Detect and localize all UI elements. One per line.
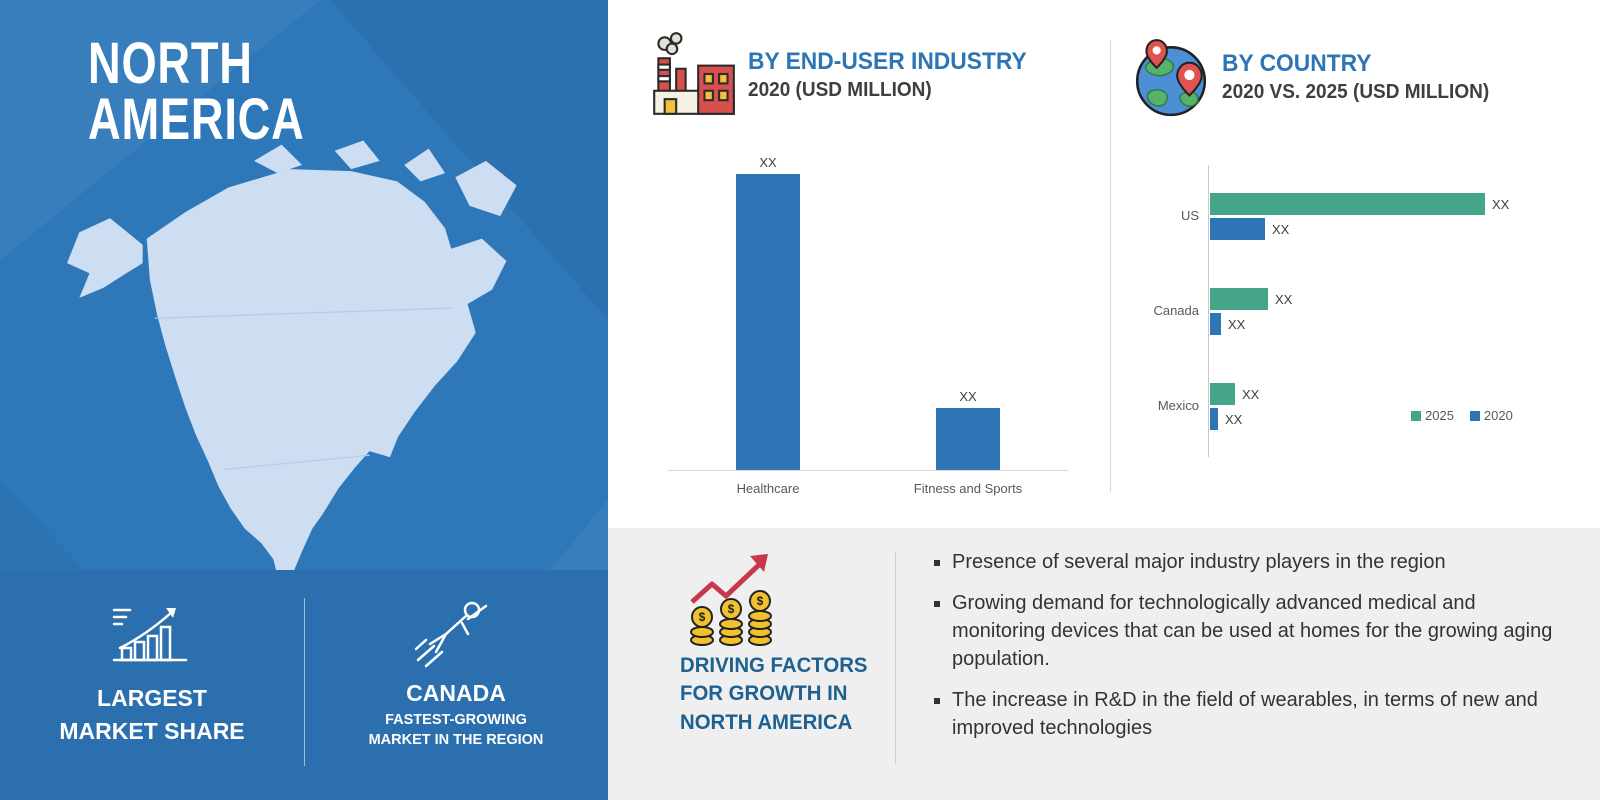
bar-value-label: XX [1272,221,1290,237]
region-title-line2: AMERICA [88,87,305,153]
bar-value-label: XX [759,155,777,170]
bar [936,408,1000,470]
bar-line: XX [1210,313,1292,335]
end-user-heading: BY END-USER INDUSTRY [748,48,1027,75]
bar [1210,313,1221,335]
bar-line: XX [1210,383,1259,405]
driving-bullet-3: The increase in R&D in the field of wear… [952,686,1562,742]
legend-swatch [1469,410,1480,421]
svg-text:$: $ [757,594,764,608]
bar [736,174,800,470]
country-subheading: 2020 VS. 2025 (USD MILLION) [1222,81,1490,103]
bar-value-label: XX [1492,196,1510,212]
bar [1210,408,1218,430]
region-title-line1: NORTH [88,31,253,96]
globe-pins-icon [1135,39,1207,117]
canada-sub-line2: MARKET IN THE REGION [368,731,544,748]
end-user-chart-plot: XX XX [668,135,1068,471]
driving-title-line1: DRIVING FACTORS [680,654,868,677]
canada-stat-subtitle: FASTEST-GROWING MARKET IN THE REGION [369,711,544,750]
largest-market-share-stat: LARGEST MARKET SHARE [0,570,304,800]
bar-value-label: XX [1228,316,1246,332]
svg-text:$: $ [699,610,706,624]
driving-factors-title: DRIVING FACTORS FOR GROWTH IN NORTH AMER… [680,652,867,737]
bar [1210,383,1235,405]
driving-bullet-1: Presence of several major industry playe… [952,548,1562,576]
country-chart-legend: 2025 2020 [1411,408,1513,423]
category-label: US [1180,208,1199,223]
driving-title-line2: FOR GROWTH IN [680,682,848,706]
stats-divider [304,598,305,766]
bar [1210,218,1265,240]
category-label: Mexico [1157,398,1199,413]
bar-line: XX [1210,193,1509,215]
bar-group: XX [736,155,800,470]
driving-title-line3: NORTH AMERICA [680,710,853,734]
region-title: NORTH AMERICA [88,31,305,153]
coins-growth-icon: $ $ $ [690,554,772,646]
country-chart-rows: 2025 2020 US XX XX Canada XX XX Mexico XX XX [1153,165,1579,457]
growth-chart-icon [112,608,188,662]
legend-label: 2020 [1483,408,1513,423]
bar [1210,288,1268,310]
bar-line: XX [1210,408,1259,430]
region-panel: NORTH AMERICA [0,0,608,800]
end-user-section-heading: BY END-USER INDUSTRY 2020 (USD MILLION) [748,48,1041,102]
factory-icon [653,32,735,115]
country-section-heading: BY COUNTRY 2020 VS. 2025 (USD MILLION) [1222,50,1503,104]
largest-label-line2: MARKET SHARE [59,718,245,745]
end-user-subheading: 2020 (USD MILLION) [748,79,932,101]
canada-fastest-growing-stat: CANADA FASTEST-GROWING MARKET IN THE REG… [304,570,608,800]
country-heading: BY COUNTRY [1222,50,1372,77]
bar-value-label: XX [1225,411,1243,427]
section-divider [1110,40,1111,492]
bar-value-label: XX [1242,386,1260,402]
country-row: XX XX [1210,288,1292,338]
legend-item: 2025 [1411,408,1454,423]
svg-text:$: $ [728,602,735,616]
driving-divider [895,552,896,764]
driving-factors-list: Presence of several major industry playe… [930,548,1562,755]
country-row: XX XX [1210,193,1509,243]
country-row: XX XX [1210,383,1259,433]
category-label: Fitness and Sports [913,481,1023,496]
bar-group: XX [936,389,1000,470]
canada-sub-line1: FASTEST-GROWING [385,712,527,728]
end-user-chart-categories: Healthcare Fitness and Sports [668,481,1068,496]
largest-market-share-label: LARGEST MARKET SHARE [59,682,244,749]
legend-label: 2025 [1425,408,1454,423]
bar-line: XX [1210,218,1509,240]
bar-value-label: XX [959,389,977,404]
stats-strip: LARGEST MARKET SHARE CANADA FASTEST-GROW… [0,570,608,800]
bar-line: XX [1210,288,1292,310]
category-label: Healthcare [736,481,800,496]
canada-stat-title: CANADA [406,680,506,706]
bar [1210,193,1485,215]
legend-swatch [1411,410,1421,421]
legend-item: 2020 [1469,408,1513,423]
north-america-map [67,140,517,584]
driving-factors-panel [608,528,1600,800]
category-label: Canada [1153,303,1199,318]
driving-bullet-2: Growing demand for technologically advan… [952,589,1562,673]
flying-person-icon [414,601,488,668]
bar-value-label: XX [1275,291,1293,307]
largest-label-line1: LARGEST [97,685,207,711]
